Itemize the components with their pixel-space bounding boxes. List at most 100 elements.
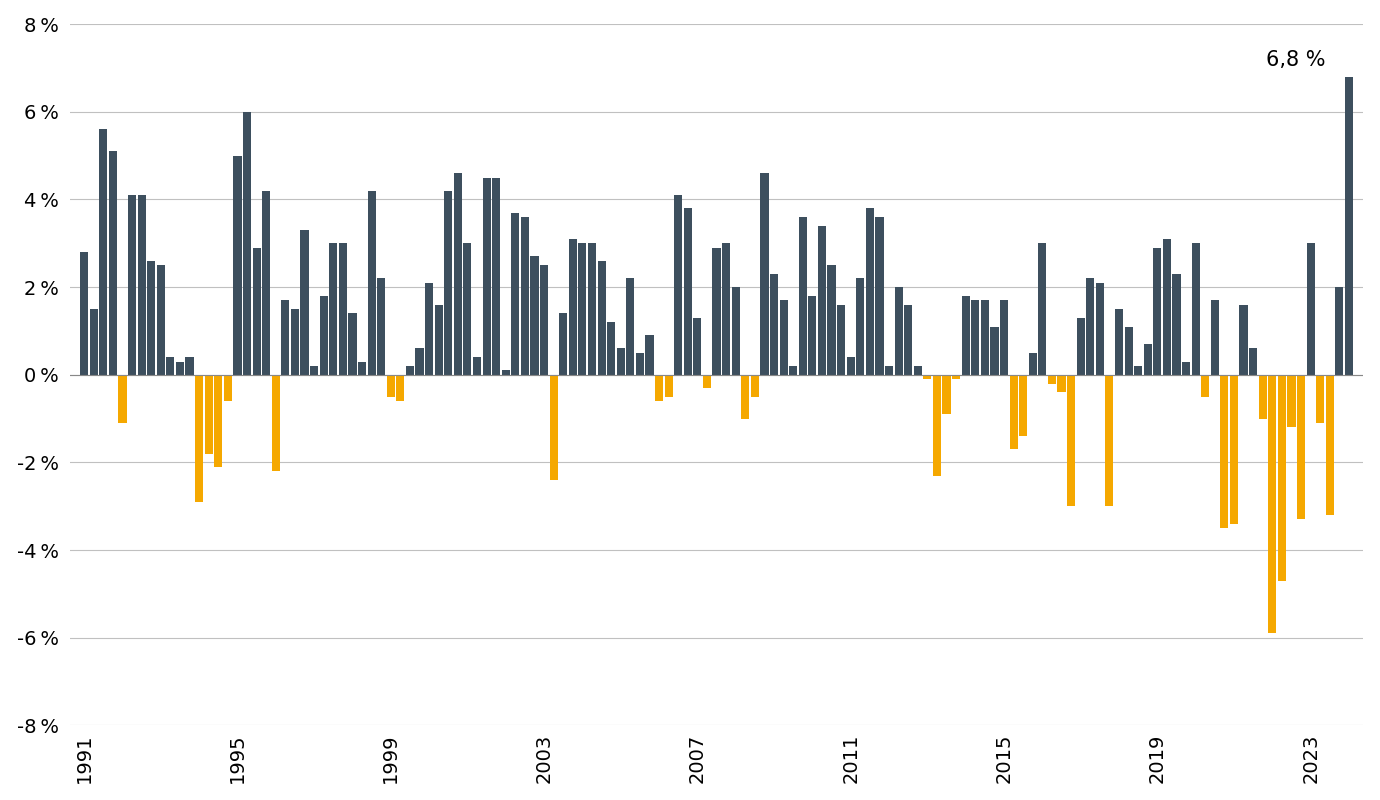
Bar	[415, 349, 424, 374]
Bar	[511, 213, 519, 374]
Bar	[1307, 243, 1315, 374]
Bar	[1086, 278, 1094, 374]
Bar	[291, 309, 299, 374]
Bar	[1000, 300, 1007, 374]
Bar	[722, 243, 730, 374]
Bar	[1239, 305, 1248, 374]
Bar	[444, 190, 453, 374]
Bar	[1154, 248, 1162, 374]
Bar	[214, 374, 222, 467]
Bar	[856, 278, 864, 374]
Bar	[933, 374, 941, 475]
Bar	[1249, 349, 1257, 374]
Bar	[1230, 374, 1238, 524]
Bar	[195, 374, 203, 502]
Bar	[809, 296, 817, 374]
Bar	[1183, 362, 1190, 374]
Bar	[731, 287, 740, 374]
Bar	[885, 366, 893, 374]
Bar	[320, 296, 328, 374]
Bar	[435, 305, 443, 374]
Bar	[338, 243, 346, 374]
Bar	[406, 366, 414, 374]
Bar	[272, 374, 280, 471]
Bar	[185, 358, 193, 374]
Bar	[1067, 374, 1075, 506]
Bar	[818, 226, 827, 374]
Bar	[348, 314, 356, 374]
Bar	[865, 208, 874, 374]
Bar	[301, 230, 309, 374]
Bar	[741, 374, 749, 418]
Bar	[175, 362, 184, 374]
Bar	[1268, 374, 1276, 634]
Bar	[636, 353, 644, 374]
Bar	[1047, 374, 1056, 383]
Bar	[138, 195, 146, 374]
Bar	[1317, 374, 1325, 423]
Bar	[233, 156, 242, 374]
Bar	[128, 195, 137, 374]
Bar	[396, 374, 404, 401]
Bar	[157, 266, 164, 374]
Bar	[1076, 318, 1085, 374]
Bar	[1173, 274, 1180, 374]
Bar	[607, 322, 615, 374]
Bar	[1096, 282, 1104, 374]
Bar	[569, 239, 577, 374]
Bar	[1278, 374, 1286, 581]
Bar	[204, 374, 213, 454]
Bar	[464, 243, 472, 374]
Bar	[578, 243, 586, 374]
Bar	[828, 266, 836, 374]
Bar	[262, 190, 270, 374]
Bar	[751, 374, 759, 397]
Bar	[90, 309, 98, 374]
Bar	[80, 252, 88, 374]
Bar	[702, 374, 711, 388]
Bar	[981, 300, 989, 374]
Bar	[1259, 374, 1267, 418]
Bar	[789, 366, 798, 374]
Bar	[454, 173, 462, 374]
Bar	[502, 370, 509, 374]
Bar	[99, 130, 108, 374]
Bar	[962, 296, 970, 374]
Bar	[656, 374, 664, 401]
Bar	[282, 300, 290, 374]
Bar	[1336, 287, 1344, 374]
Bar	[646, 335, 654, 374]
Bar	[627, 278, 635, 374]
Text: 6,8 %: 6,8 %	[1265, 50, 1325, 70]
Bar	[838, 305, 845, 374]
Bar	[520, 217, 529, 374]
Bar	[875, 217, 883, 374]
Bar	[243, 112, 251, 374]
Bar	[1288, 374, 1296, 427]
Bar	[675, 195, 682, 374]
Bar	[540, 266, 548, 374]
Bar	[693, 318, 701, 374]
Bar	[780, 300, 788, 374]
Bar	[914, 366, 922, 374]
Bar	[109, 151, 117, 374]
Bar	[224, 374, 232, 401]
Bar	[904, 305, 912, 374]
Bar	[1144, 344, 1152, 374]
Bar	[943, 374, 951, 414]
Bar	[665, 374, 672, 397]
Bar	[1115, 309, 1123, 374]
Bar	[119, 374, 127, 423]
Bar	[712, 248, 720, 374]
Bar	[598, 261, 606, 374]
Bar	[972, 300, 980, 374]
Bar	[253, 248, 261, 374]
Bar	[425, 282, 433, 374]
Bar	[493, 178, 500, 374]
Bar	[1125, 326, 1133, 374]
Bar	[894, 287, 903, 374]
Bar	[1191, 243, 1199, 374]
Bar	[559, 314, 567, 374]
Bar	[1038, 243, 1046, 374]
Bar	[386, 374, 395, 397]
